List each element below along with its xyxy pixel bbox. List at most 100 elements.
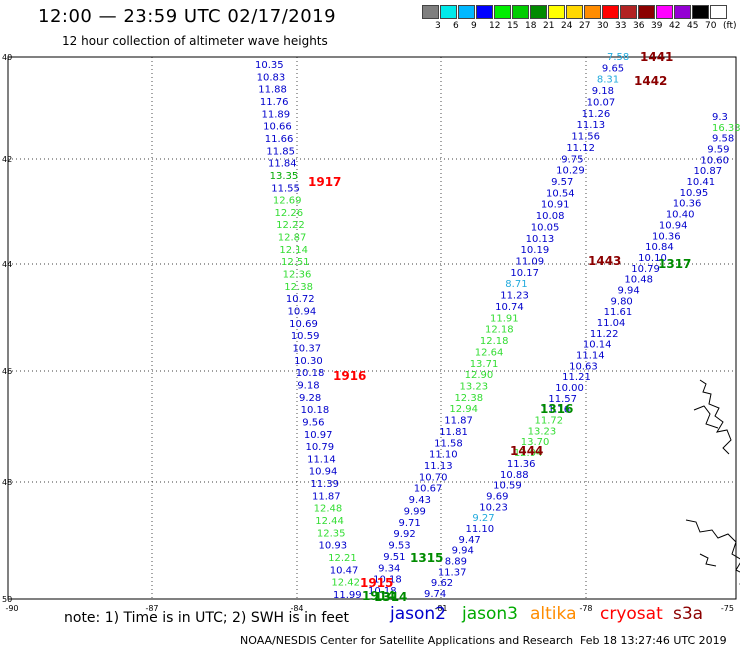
legend-swatch — [638, 5, 655, 19]
lat-label: 42 — [2, 155, 12, 164]
swh-value: 12.18 — [485, 325, 514, 336]
swh-value: 9.34 — [378, 563, 400, 574]
track-id-label: 1317 — [658, 257, 691, 271]
swh-value: 10.13 — [526, 234, 555, 245]
swh-value: 11.66 — [265, 134, 294, 145]
swh-value: 10.83 — [257, 72, 286, 83]
swh-value: 12.51 — [281, 257, 310, 268]
swh-value: 9.43 — [409, 495, 431, 506]
lat-label: 46 — [2, 367, 12, 376]
legend-swatch — [602, 5, 619, 19]
legend-swatch — [494, 5, 511, 19]
legend-label: 9 — [471, 21, 477, 31]
swh-value: 12.21 — [328, 553, 357, 564]
swh-value: 10.63 — [569, 361, 598, 372]
swh-value: 10.67 — [414, 484, 443, 495]
axis-labels: 40 42 44 46 48 50-90 -87 -84 -81 -78 -75 — [2, 53, 734, 613]
swh-value: 10.79 — [305, 442, 334, 453]
swh-value: 11.57 — [548, 394, 577, 405]
lat-label: 50 — [2, 595, 12, 604]
swh-value: 12.64 — [475, 347, 504, 358]
swh-value: 10.10 — [638, 253, 667, 264]
swh-value: 12.44 — [315, 516, 344, 527]
swh-value: 11.10 — [465, 524, 494, 535]
legend-swatch — [458, 5, 475, 19]
swh-value: 10.88 — [500, 470, 529, 481]
swh-value: 12.22 — [276, 220, 305, 231]
swh-value: 11.23 — [500, 291, 529, 302]
legend-label: (ft) — [723, 21, 737, 31]
lon-label: -87 — [145, 604, 158, 613]
swh-value: 8.71 — [505, 279, 527, 290]
swh-value: 11.85 — [266, 146, 295, 157]
swh-value: 9.56 — [302, 417, 324, 428]
swh-value: 13.23 — [460, 381, 489, 392]
swh-value: 12.94 — [514, 448, 543, 459]
swh-value: 9.92 — [393, 529, 415, 540]
swh-value: 11.81 — [439, 427, 468, 438]
legend-swatch — [422, 5, 439, 19]
swh-value: 8.89 — [445, 556, 467, 567]
swh-value: 11.13 — [576, 120, 605, 131]
satellite-legend-item: altika — [530, 604, 577, 624]
legend-swatch — [512, 5, 529, 19]
track-id-labels: 1441 1442 1917 1443 1317 1916 1316 1444 1315 1915… — [308, 50, 691, 604]
lon-label: -84 — [290, 604, 303, 613]
credit-date: Feb 18 13:27:46 UTC 2019 — [580, 634, 727, 647]
lat-label: 44 — [2, 260, 12, 269]
swh-value: 10.79 — [631, 264, 660, 275]
swh-value: 10.84 — [645, 242, 674, 253]
swh-value: 11.89 — [262, 109, 291, 120]
swh-value: 12.26 — [275, 208, 304, 219]
satellite-legend-item: cryosat — [600, 604, 663, 624]
swh-value: 10.95 — [680, 188, 709, 199]
lon-label: -81 — [434, 604, 447, 613]
swh-value: 11.10 — [429, 450, 458, 461]
swh-value: 10.48 — [624, 275, 653, 286]
swh-value: 9.18 — [297, 380, 319, 391]
legend-label: 21 — [543, 21, 555, 31]
swh-value: 11.16 — [541, 405, 570, 416]
swh-value: 9.94 — [452, 546, 474, 557]
swh-value: 11.55 — [271, 183, 300, 194]
swh-value: 9.28 — [299, 393, 321, 404]
swh-value: 10.94 — [309, 467, 338, 478]
swh-value: 10.36 — [673, 199, 702, 210]
swh-value: 11.04 — [597, 318, 626, 329]
swh-value: 13.71 — [470, 359, 499, 370]
swh-value: 11.87 — [444, 416, 473, 427]
swh-value: 9.75 — [561, 154, 583, 165]
swh-value: 12.69 — [273, 196, 302, 207]
legend-label: 15 — [507, 21, 519, 31]
swh-value: 11.91 — [490, 313, 519, 324]
swh-value: 10.69 — [289, 319, 318, 330]
legend-label: 12 — [489, 21, 501, 31]
swh-value: 9.51 — [383, 552, 405, 563]
legend-label: 18 — [525, 21, 537, 31]
swh-value: 11.22 — [590, 329, 619, 340]
swh-value: 10.35 — [255, 60, 284, 71]
page-subtitle: 12 hour collection of altimeter wave hei… — [62, 34, 328, 48]
swh-value: 10.66 — [263, 122, 292, 133]
footer-note: note: 1) Time is in UTC; 2) SWH is in fe… — [64, 610, 350, 626]
plot-frame — [7, 56, 737, 600]
swh-value: 10.18 — [368, 586, 397, 597]
legend-labels: 3 6 9 12 15 18 21 24 27 30 33 36 39 42 45 70 (ft) — [422, 21, 737, 33]
swh-value: 11.72 — [535, 416, 564, 427]
swh-value: 12.42 — [331, 578, 360, 589]
track-id-label: 1443 — [588, 254, 621, 268]
swh-value: 10.87 — [693, 166, 722, 177]
legend-label: 6 — [453, 21, 459, 31]
swh-value: 11.87 — [312, 491, 341, 502]
legend-swatch — [566, 5, 583, 19]
swh-value: 9.99 — [404, 506, 426, 517]
swh-value: 9.18 — [592, 86, 614, 97]
swh-value: 10.23 — [479, 502, 508, 513]
swh-value: 10.14 — [583, 340, 612, 351]
swh-value: 10.36 — [652, 231, 681, 242]
swh-value: 9.65 — [602, 63, 624, 74]
swh-value: 12.18 — [480, 336, 509, 347]
swh-value: 9.71 — [399, 518, 421, 529]
swh-value: 10.59 — [493, 481, 522, 492]
swh-value: 9.3 — [712, 112, 728, 123]
